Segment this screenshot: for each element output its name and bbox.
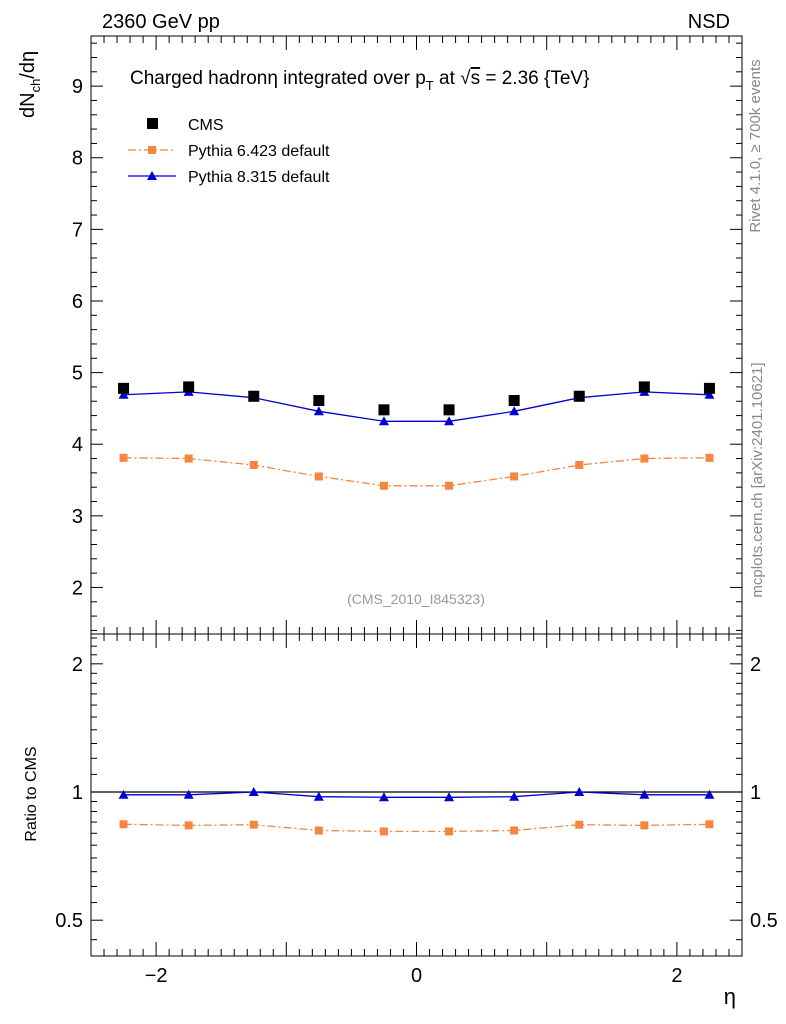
ratio-series-group — [118, 787, 715, 836]
analysis-watermark: (CMS_2010_I845323) — [347, 591, 485, 607]
main-series-group — [118, 381, 715, 490]
main-y-tick-label: 6 — [72, 291, 83, 313]
ratio-y-tick-label-right: 2 — [750, 654, 761, 676]
legend-pythia6-marker — [148, 146, 156, 154]
main-pythia6-point — [379, 481, 388, 490]
main-cms-point — [638, 381, 650, 393]
main-y-axis-label: dNch/dη — [17, 51, 43, 118]
main-y-tick-label: 2 — [72, 577, 83, 599]
main-pythia6-line — [123, 457, 710, 487]
main-y-tick-label: 4 — [72, 434, 83, 456]
ratio-pythia8-point — [183, 789, 194, 799]
main-title: Charged hadronη integrated over pT at √s… — [130, 68, 589, 93]
main-pythia8-point — [378, 416, 389, 426]
ratio-pythia8-point — [118, 789, 129, 799]
main-y-tick-label: 3 — [72, 506, 83, 528]
main-pythia6-point — [119, 453, 128, 462]
ratio-pythia8-point — [444, 792, 455, 802]
main-pythia8-point — [509, 406, 520, 416]
main-cms-point — [313, 395, 325, 407]
main-y-tick-label: 9 — [72, 76, 83, 98]
y-label-dn: dN — [17, 92, 39, 118]
main-pythia8-point — [444, 416, 455, 426]
ratio-pythia6-point — [445, 827, 454, 836]
main-pythia6-point — [640, 454, 649, 463]
x-axis-label: η — [724, 984, 736, 1009]
ratio-pythia6-point — [510, 826, 519, 835]
ratio-y-tick-label: 1 — [72, 782, 83, 804]
x-tick-label: 2 — [671, 965, 682, 987]
ratio-pythia6-point — [184, 821, 193, 830]
ratio-y-tick-label: 0.5 — [55, 910, 83, 932]
ratio-pythia6-line — [123, 823, 710, 833]
main-pythia8-point — [118, 389, 129, 399]
main-pythia6-point — [445, 481, 454, 490]
ratio-pythia6-point — [314, 826, 323, 835]
ratio-y-tick-label-right: 0.5 — [750, 910, 778, 932]
main-pythia6-point — [705, 453, 714, 462]
main-pythia6-point — [510, 472, 519, 481]
title-part-4: = 2.36 {TeV} — [480, 68, 589, 89]
y-label-sub: ch — [28, 79, 43, 93]
ratio-pythia8-point — [639, 789, 650, 799]
x-tick-label: 0 — [411, 965, 422, 987]
title-sqrt-sign: √ — [460, 68, 471, 89]
main-cms-point — [248, 390, 260, 402]
main-axis-ticks: 2 3 4 5 6 7 8 9 — [72, 36, 743, 634]
main-cms-point — [443, 404, 455, 416]
main-pythia8-point — [704, 389, 715, 399]
ratio-pythia8-point — [248, 787, 259, 797]
title-s: s — [471, 68, 481, 89]
main-pythia6-point — [575, 460, 584, 469]
ratio-pythia6-point — [249, 820, 258, 829]
main-pythia6-point — [249, 460, 258, 469]
ratio-pythia8-point — [509, 791, 520, 801]
title-part-1: Charged hadron — [130, 68, 267, 89]
ratio-pythia6-point — [640, 821, 649, 830]
title-pt-subscript: T — [426, 78, 434, 93]
ratio-pythia6-point — [379, 827, 388, 836]
ratio-pythia6-point — [705, 820, 714, 829]
main-cms-point — [573, 390, 585, 402]
title-part-3: at — [434, 68, 460, 89]
main-y-tick-label: 5 — [72, 363, 83, 385]
main-pythia8-line — [123, 391, 710, 422]
legend-pythia8-marker — [147, 171, 157, 180]
mcplots-side-label: mcplots.cern.ch [arXiv:2401.10621] — [749, 362, 766, 597]
legend-pythia6-label: Pythia 6.423 default — [188, 143, 330, 160]
main-y-tick-label: 7 — [72, 219, 83, 241]
main-pythia6-point — [184, 454, 193, 463]
legend-pythia8-label: Pythia 8.315 default — [188, 169, 330, 186]
ratio-pythia6-point — [575, 820, 584, 829]
ratio-pythia8-line — [123, 791, 710, 798]
main-y-tick-label: 8 — [72, 148, 83, 170]
header-right-label: NSD — [688, 11, 730, 33]
y-label-rest: /dη — [17, 51, 39, 79]
ratio-y-tick-label-right: 1 — [750, 782, 761, 804]
main-pythia8-point — [313, 406, 324, 416]
ratio-axis-ticks: −2 0 2 0.5 0.5 1 1 2 2 — [55, 634, 778, 987]
main-cms-point — [703, 382, 715, 394]
ratio-pythia8-point — [704, 789, 715, 799]
legend-cms-label: CMS — [188, 117, 224, 134]
main-pythia6-point — [314, 472, 323, 481]
header-left-label: 2360 GeV pp — [102, 11, 220, 33]
main-cms-point — [508, 395, 520, 407]
x-tick-label: −2 — [145, 965, 168, 987]
legend: CMS Pythia 6.423 default Pythia 8.315 de… — [128, 117, 330, 186]
ratio-pythia8-point — [378, 792, 389, 802]
main-cms-point — [118, 382, 130, 394]
ratio-pythia8-point — [574, 787, 585, 797]
main-cms-point — [378, 404, 390, 416]
ratio-y-axis-label: Ratio to CMS — [23, 746, 40, 841]
ratio-pythia6-point — [119, 820, 128, 829]
rivet-side-label: Rivet 4.1.0, ≥ 700k events — [747, 59, 764, 232]
legend-cms-marker — [147, 118, 158, 129]
ratio-pythia8-point — [313, 791, 324, 801]
ratio-y-tick-label: 2 — [72, 654, 83, 676]
title-eta: η — [267, 68, 278, 89]
title-part-2: integrated over p — [278, 68, 426, 89]
main-cms-point — [183, 381, 195, 393]
